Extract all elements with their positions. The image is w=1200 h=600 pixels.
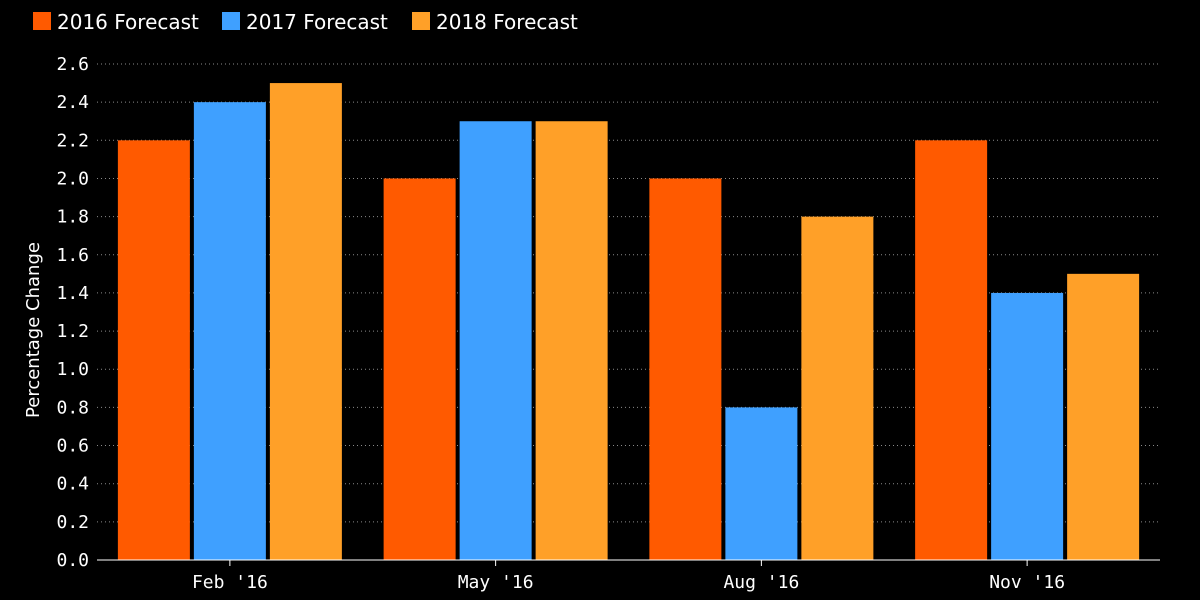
bar-2017-forecast-0 bbox=[193, 102, 266, 561]
bar-2018-forecast-0 bbox=[269, 83, 342, 561]
y-tick-label: 0.8 bbox=[56, 397, 89, 418]
y-tick-label: 1.6 bbox=[56, 245, 89, 266]
y-tick-label: 2.0 bbox=[56, 168, 89, 189]
x-axis: Feb '16 May '16 Aug '16 Nov '16 bbox=[97, 559, 1160, 593]
legend-label: 2018 Forecast bbox=[436, 10, 578, 34]
y-tick-label: 0.0 bbox=[56, 550, 89, 571]
y-tick-label: 2.4 bbox=[56, 92, 89, 113]
y-axis: 0.0 0.2 0.4 0.6 0.8 1.0 1.2 1.4 1.6 1.8 2.0 2.2 2.4 2… bbox=[56, 54, 89, 571]
legend-swatch bbox=[222, 12, 240, 30]
x-tick-label: Aug '16 bbox=[723, 572, 799, 593]
legend-label: 2017 Forecast bbox=[246, 10, 388, 34]
legend-label: 2016 Forecast bbox=[57, 10, 199, 34]
bar-2017-forecast-2 bbox=[725, 407, 798, 560]
y-axis-label: Percentage Change bbox=[23, 242, 44, 418]
y-tick-label: 0.6 bbox=[56, 436, 89, 457]
x-tick-label: Feb '16 bbox=[192, 572, 268, 593]
y-tick-label: 2.6 bbox=[56, 54, 89, 75]
y-tick-label: 1.4 bbox=[56, 283, 89, 304]
bar-2016-forecast-1 bbox=[383, 178, 456, 560]
x-tick-label: Nov '16 bbox=[989, 572, 1065, 593]
x-tick-label: May '16 bbox=[458, 572, 534, 593]
bar-2016-forecast-2 bbox=[649, 178, 722, 560]
bar-2018-forecast-2 bbox=[801, 216, 874, 560]
bar-2018-forecast-1 bbox=[535, 121, 608, 560]
y-tick-label: 1.8 bbox=[56, 207, 89, 228]
legend: 2016 Forecast 2017 Forecast 2018 Forecast bbox=[33, 10, 578, 34]
y-tick-label: 1.0 bbox=[56, 359, 89, 380]
bar-2018-forecast-3 bbox=[1067, 273, 1140, 560]
bar-2016-forecast-0 bbox=[117, 140, 190, 561]
bar-2016-forecast-3 bbox=[915, 140, 988, 561]
bars bbox=[117, 83, 1140, 561]
y-tick-label: 0.2 bbox=[56, 512, 89, 533]
legend-swatch bbox=[33, 12, 51, 30]
y-tick-label: 1.2 bbox=[56, 321, 89, 342]
legend-swatch bbox=[412, 12, 430, 30]
bar-2017-forecast-3 bbox=[991, 292, 1064, 560]
y-tick-label: 0.4 bbox=[56, 474, 89, 495]
bar-2017-forecast-1 bbox=[459, 121, 532, 560]
y-tick-label: 2.2 bbox=[56, 130, 89, 151]
